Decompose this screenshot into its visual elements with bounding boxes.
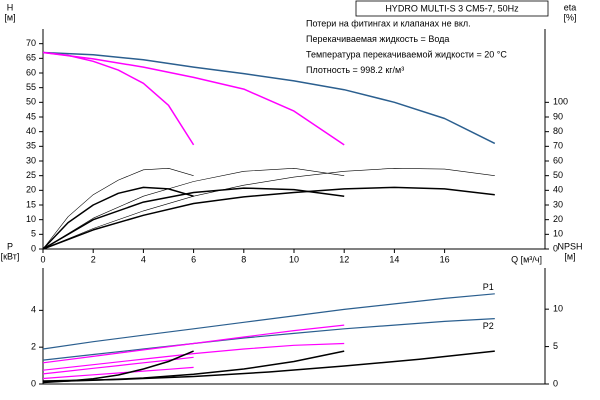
y-tick-label: 0	[31, 378, 36, 388]
series-line	[42, 324, 345, 364]
series-line	[42, 51, 496, 145]
series-line	[42, 187, 345, 250]
y2-tick-label: 20	[553, 214, 563, 224]
annotation: Потери на фитингах и клапанах не вкл.	[306, 18, 471, 28]
y2-tick-label: 80	[553, 126, 563, 136]
y-tick-label: 5	[31, 229, 36, 239]
y-tick-label: 60	[26, 67, 36, 77]
y2-tick-label: 90	[553, 111, 563, 121]
x-axis-label: Q [м³/ч]	[511, 254, 542, 264]
series-line	[42, 168, 194, 250]
y-tick-label: 20	[26, 185, 36, 195]
series-line	[42, 342, 345, 371]
y-axis-label: H	[7, 2, 14, 12]
y-tick-label: 10	[26, 214, 36, 224]
y2-tick-label: 5	[553, 341, 558, 351]
x-tick-label: 0	[40, 254, 45, 264]
y-tick-label: 45	[26, 111, 36, 121]
series-line	[42, 350, 345, 383]
y2-tick-label: 40	[553, 185, 563, 195]
series-line	[42, 366, 194, 380]
y2-axis-label: eta	[564, 2, 577, 12]
y-tick-label: 65	[26, 53, 36, 63]
y-tick-label: 70	[26, 38, 36, 48]
y-tick-label: 25	[26, 170, 36, 180]
x-tick-label: 8	[241, 254, 246, 264]
series-label: P1	[483, 282, 494, 292]
y2-tick-label: 10	[553, 304, 563, 314]
y-axis-unit: [м]	[4, 12, 15, 22]
x-tick-label: 2	[91, 254, 96, 264]
series-label: P2	[483, 321, 494, 331]
series-line	[42, 293, 495, 350]
y2-tick-label: 60	[553, 155, 563, 165]
y-tick-label: 0	[31, 243, 36, 253]
series-line	[42, 168, 345, 250]
annotation: Температура перекачиваемой жидкости = 20…	[306, 49, 507, 59]
y2-tick-label: 30	[553, 199, 563, 209]
y-tick-label: 15	[26, 199, 36, 209]
y-tick-label: 4	[31, 305, 36, 315]
y-tick-label: 30	[26, 155, 36, 165]
y2-tick-label: 50	[553, 170, 563, 180]
annotation: Плотность = 998.2 кг/м³	[306, 65, 404, 75]
series-line	[42, 51, 195, 146]
series-line	[42, 356, 194, 375]
y-tick-label: 55	[26, 82, 36, 92]
chart-title: HYDRO MULTI-S 3 CM5-7, 50Hz	[385, 3, 519, 13]
y-tick-label: 2	[31, 342, 36, 352]
y2-axis-unit: [м]	[564, 251, 575, 261]
series-line	[42, 51, 345, 146]
series-line	[42, 350, 194, 384]
y-axis-label: P	[7, 241, 13, 251]
x-tick-label: 14	[389, 254, 399, 264]
y2-tick-label: 0	[553, 378, 558, 388]
y2-axis-label: NPSH	[557, 241, 582, 251]
x-tick-label: 10	[289, 254, 299, 264]
y2-tick-label: 70	[553, 141, 563, 151]
x-tick-label: 6	[191, 254, 196, 264]
x-tick-label: 12	[339, 254, 349, 264]
x-tick-label: 4	[141, 254, 146, 264]
y2-tick-label: 10	[553, 229, 563, 239]
series-line	[42, 168, 495, 250]
y-axis-unit: [кВт]	[1, 251, 20, 261]
series-line	[42, 318, 495, 361]
y-tick-label: 40	[26, 126, 36, 136]
x-tick-label: 16	[440, 254, 450, 264]
y2-axis-unit: [%]	[563, 12, 576, 22]
y-tick-label: 35	[26, 141, 36, 151]
series-line	[42, 186, 495, 250]
annotation: Перекачиваемая жидкость = Вода	[306, 34, 449, 44]
title-box	[355, 0, 549, 17]
y2-tick-label: 100	[553, 97, 568, 107]
y-tick-label: 50	[26, 97, 36, 107]
y2-tick-label: 0	[553, 243, 558, 253]
